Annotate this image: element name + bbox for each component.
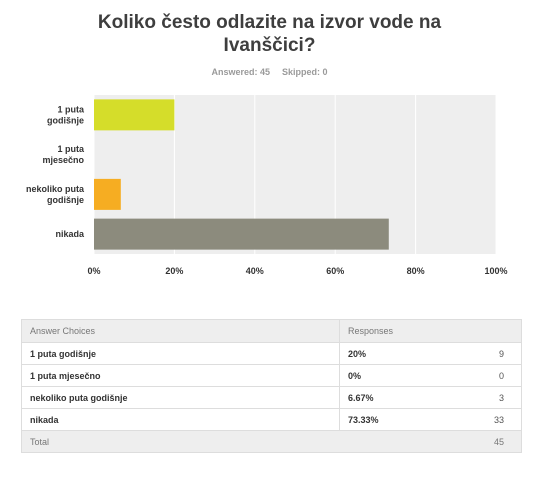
header-answer-choices: Answer Choices	[22, 320, 340, 342]
response-summary: Answered: 45 Skipped: 0	[0, 67, 539, 77]
answer-choice: nikada	[22, 409, 340, 430]
total-value: 45	[493, 436, 504, 447]
total-label: Total	[30, 436, 50, 447]
header-responses: Responses	[348, 326, 394, 336]
answer-choice: 1 puta mjesečno	[22, 365, 340, 386]
table-row: nekoliko puta godišnje 6.67% 3	[22, 386, 521, 408]
response-percent: 0%	[348, 370, 362, 381]
response-percent: 73.33%	[348, 414, 379, 425]
x-tick-label: 40%	[246, 266, 264, 276]
category-label: 1 puta mjesečno	[42, 144, 85, 165]
category-label: 1 puta godišnje	[47, 104, 85, 125]
x-tick-label: 20%	[165, 266, 183, 276]
bar	[94, 178, 121, 210]
chart-title-line-1: Koliko često odlazite na izvor vode na	[97, 12, 442, 33]
responses-table: Answer Choices Responses 1 puta godišnje…	[21, 319, 522, 453]
chart-title: Koliko često odlazite na izvor vode na I…	[0, 11, 539, 57]
table-row: 1 puta godišnje 20% 9	[22, 342, 521, 364]
answer-choice: nekoliko puta godišnje	[22, 387, 340, 408]
chart-title-line-2: Ivanščici?	[223, 35, 316, 56]
x-tick-label: 100%	[484, 266, 507, 276]
answer-choice: 1 puta godišnje	[22, 343, 340, 364]
table-header-row: Answer Choices Responses	[22, 320, 521, 342]
skipped-count: Skipped: 0	[282, 67, 328, 77]
table-total-row: Total 45	[22, 430, 521, 452]
bar	[94, 99, 175, 131]
x-tick-label: 80%	[407, 266, 425, 276]
table-row: 1 puta mjesečno 0% 0	[22, 364, 521, 386]
response-percent: 20%	[348, 348, 367, 359]
response-count: 3	[498, 392, 504, 403]
category-label: nekoliko puta godišnje	[26, 184, 85, 205]
category-label: nikada	[55, 229, 85, 239]
x-tick-label: 0%	[87, 266, 100, 276]
bar-chart: 0% 20% 40% 60% 80% 100% 1 puta godišnje 1 puta mj…	[26, 95, 508, 276]
x-tick-label: 60%	[326, 266, 344, 276]
response-count: 0	[498, 370, 504, 381]
response-count: 33	[493, 414, 504, 425]
bar	[94, 218, 389, 250]
table-row: nikada 73.33% 33	[22, 408, 521, 430]
response-percent: 6.67%	[348, 392, 374, 403]
answered-count: Answered: 45	[211, 67, 270, 77]
response-count: 9	[498, 348, 504, 359]
